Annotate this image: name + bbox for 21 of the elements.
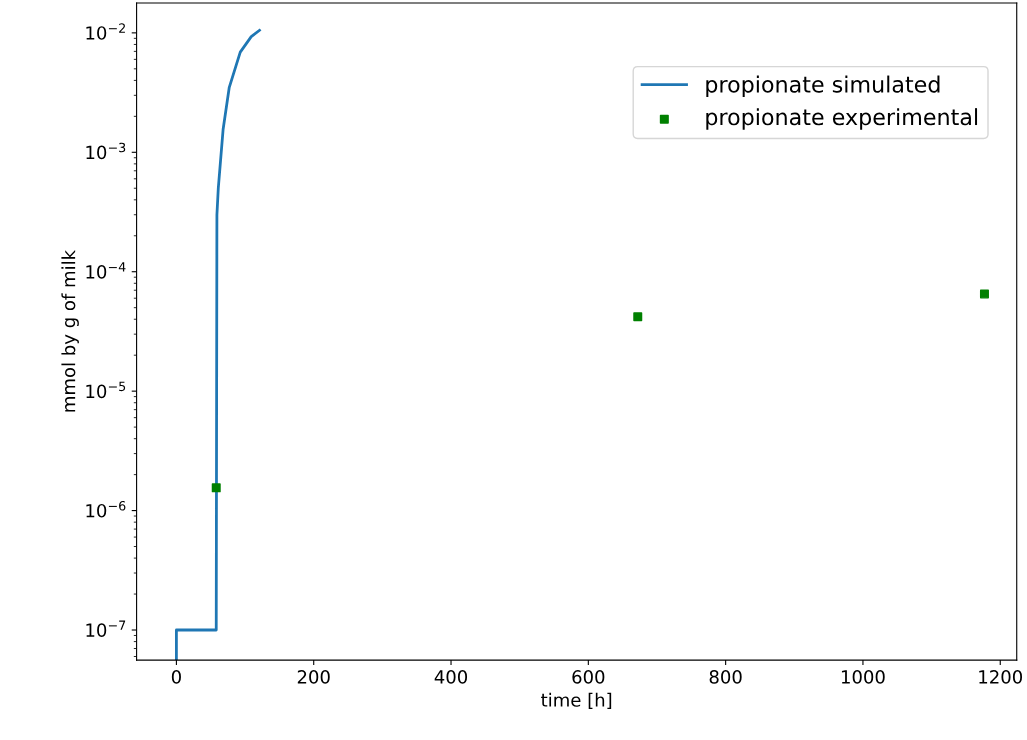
x-tick-label: 600 [572,670,605,684]
x-tick-label: 400 [434,670,468,684]
x-tick-label: 1200 [979,670,1023,684]
y-axis-title: mmol by g of milk [61,249,79,412]
y-tick-label: 10$^{−3}$ [86,142,126,160]
x-tick-label: 1000 [841,670,885,684]
legend-label: propionate experimental [706,108,978,130]
x-tick-label: 800 [709,670,742,684]
y-tick-label: 10$^{−4}$ [86,262,126,279]
line-series [175,28,261,661]
point [211,483,221,493]
y-tick-label: 10$^{−6}$ [86,501,126,518]
x-tick-label: 200 [297,670,330,684]
y-tick-label: 10$^{−2}$ [86,23,125,40]
y-tick-label: 10$^{−5}$ [86,381,126,399]
legend-label: propionate simulated [706,75,940,98]
point [979,289,989,299]
y-tick-label: 10$^{−7}$ [86,620,126,637]
x-axis-title: time [h] [541,692,612,709]
point [633,312,643,322]
x-tick-label: 0 [171,670,181,684]
